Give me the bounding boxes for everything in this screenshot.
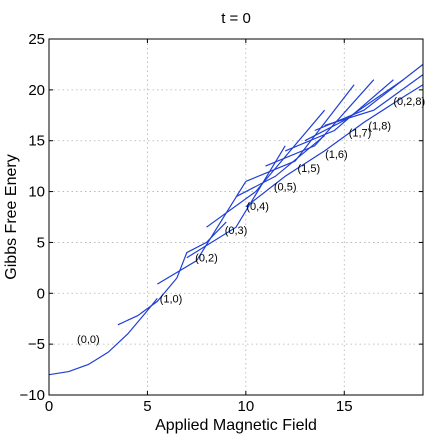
y-tick-label: 25 (28, 31, 45, 48)
y-tick-label: −10 (20, 387, 45, 404)
series-line-13 (245, 84, 424, 208)
annotation-label: (0,2,8) (393, 96, 425, 108)
y-tick-label: −5 (28, 336, 45, 353)
annotations: (0,0) (1,0) (0,2) (0,3) (0,4) (0,5)(1,5) (1,6)… (77, 96, 425, 346)
series-line-9 (284, 79, 394, 152)
series-line-12 (324, 74, 424, 127)
x-axis-label: Applied Magnetic Field (155, 417, 317, 434)
annotation-label: (0,4) (246, 201, 269, 213)
y-tick-label: 0 (37, 285, 45, 302)
annotation-label: (0,5) (274, 181, 297, 193)
y-axis-label: Gibbs Free Enery (3, 154, 20, 279)
series-line-10 (304, 79, 404, 142)
x-tick-label: 10 (237, 398, 254, 415)
annotation-label: (1,0) (160, 293, 183, 305)
series-line-1 (48, 298, 158, 376)
series-line-4 (186, 145, 286, 259)
series-line-2 (117, 221, 227, 326)
x-tick-label: 15 (336, 398, 353, 415)
annotation-label: (0,0) (77, 334, 100, 346)
annotation-label: (0,2) (195, 253, 218, 265)
plot-frame (48, 38, 424, 396)
annotation-label: (1,5) (298, 163, 321, 175)
y-tick-label: 5 (37, 234, 45, 251)
chart-title: t = 0 (221, 10, 251, 27)
y-tick-label: 20 (28, 82, 45, 99)
series-group (48, 63, 424, 376)
annotation-label: (1,7) (349, 128, 372, 140)
x-tick-label: 5 (143, 398, 151, 415)
y-tick-label: 10 (28, 184, 45, 201)
ticks: 0 5 10 15 −10 −5 0 5 10 15 20 25 (20, 31, 423, 415)
annotation-label: (0,3) (225, 225, 248, 237)
grid (49, 39, 423, 395)
series-line-7 (245, 84, 355, 182)
series-line-8 (265, 79, 375, 167)
series-line-6 (235, 135, 325, 198)
annotation-label: (1,6) (325, 149, 348, 161)
y-tick-label: 15 (28, 133, 45, 150)
x-tick-label: 0 (45, 398, 53, 415)
series-line-3 (156, 181, 247, 285)
annotation-label: (1,8) (368, 120, 391, 132)
series-line-5 (206, 109, 326, 228)
